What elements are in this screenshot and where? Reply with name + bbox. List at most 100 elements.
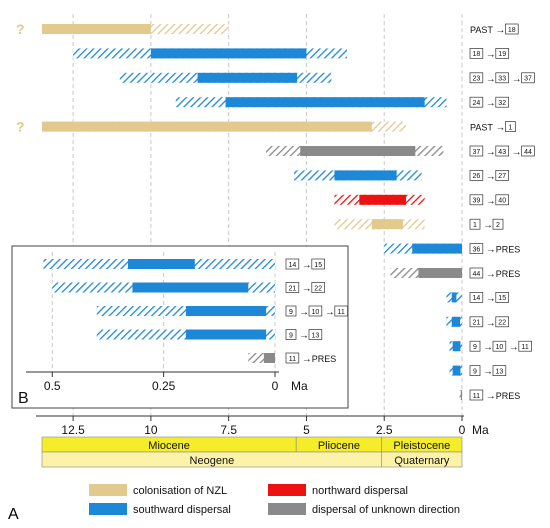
bar-range-estimate	[42, 121, 372, 132]
x-tick-label: 0	[459, 423, 466, 437]
legend-swatch	[268, 503, 306, 515]
past-label: PAST	[470, 25, 493, 35]
arrow-glyph: →	[302, 260, 312, 271]
inset-tick-label: 0.25	[152, 379, 176, 393]
haplotype-box	[495, 194, 509, 206]
haplotype-number: 9	[473, 344, 477, 351]
arrow-glyph: →	[509, 342, 519, 353]
inset-tick-label: 0.5	[44, 379, 61, 393]
bar-range-estimate	[418, 268, 462, 278]
main-bars: ??	[16, 21, 462, 400]
haplotype-box	[308, 329, 323, 340]
haplotype-number: 26	[473, 173, 481, 180]
arrow-glyph: →	[486, 49, 496, 60]
bar-range-estimate	[300, 146, 416, 156]
row-label: 11 → PRES	[285, 352, 336, 365]
bar-range-estimate	[132, 282, 249, 293]
haplotype-box	[495, 316, 509, 328]
bar-range-estimate	[185, 306, 267, 316]
bar-range-estimate	[225, 97, 425, 108]
haplotype-number: 40	[498, 198, 506, 205]
haplotype-number: 10	[496, 344, 504, 351]
haplotype-box	[308, 305, 323, 317]
panel-label-a: A	[8, 506, 19, 523]
x-tick-label: 10	[144, 423, 158, 437]
bar-range-estimate	[460, 390, 462, 400]
haplotype-number: 19	[498, 51, 506, 58]
arrow-glyph: →	[486, 269, 496, 280]
haplotype-number: 13	[496, 368, 504, 375]
haplotype-box	[469, 365, 481, 376]
bar-range-estimate	[371, 219, 403, 230]
haplotype-box	[285, 258, 300, 270]
uncertain-origin-question-mark: ?	[16, 119, 25, 135]
haplotype-number: 21	[473, 320, 481, 327]
haplotype-number: 22	[498, 320, 506, 327]
haplotype-number: 11	[522, 344, 529, 351]
arrow-glyph: →	[486, 98, 496, 109]
past-label: PAST	[470, 123, 493, 133]
haplotype-box	[311, 282, 325, 293]
haplotype-box	[285, 352, 300, 364]
bar-range-estimate	[452, 365, 461, 376]
haplotype-number: 32	[498, 100, 506, 107]
haplotype-number: 33	[498, 76, 506, 83]
arrow-glyph: →	[302, 284, 312, 295]
present-label: PRES	[496, 245, 521, 255]
row-label: 9 → 10 → 11	[285, 305, 348, 318]
haplotype-number: 10	[312, 309, 320, 316]
arrow-glyph: →	[486, 171, 496, 182]
haplotype-box	[469, 267, 484, 279]
era-label: Neogene	[190, 455, 235, 467]
haplotype-number: 9	[289, 332, 293, 339]
main-x-axis: 12.5 10 7.5 5 2.5 0 Ma	[36, 415, 489, 437]
inset-tick-label: 0	[272, 379, 279, 393]
haplotype-number: 18	[473, 51, 481, 58]
haplotype-box	[495, 170, 509, 181]
row-label: 44 → PRES	[469, 267, 521, 280]
bar-range-estimate	[42, 24, 151, 34]
row-label: 14 → 15	[469, 292, 509, 304]
row-label: 11 → PRES	[469, 389, 520, 402]
bar-range-estimate	[451, 316, 461, 327]
epoch-label: Miocene	[148, 440, 190, 452]
haplotype-number: 15	[498, 295, 506, 302]
haplotype-box	[311, 258, 325, 270]
haplotype-box	[469, 170, 484, 181]
legend: colonisation of NZL southward dispersal no…	[89, 484, 460, 516]
row-label: PAST → 18	[470, 23, 519, 36]
arrow-glyph: →	[299, 307, 309, 318]
bar-range-estimate	[359, 194, 406, 205]
x-tick-label: 12.5	[61, 423, 85, 437]
x-tick-label: 2.5	[376, 423, 393, 437]
legend-entry-label: colonisation of NZL	[133, 485, 227, 497]
haplotype-number: 9	[473, 368, 477, 375]
geologic-timescale: Miocene Pliocene Pleistocene Neogene Quatern…	[41, 436, 463, 468]
row-label: PAST → 1	[470, 121, 516, 134]
bar-range-uncertainty	[248, 353, 275, 363]
row-label: 39 → 40	[469, 194, 509, 207]
haplotype-box	[469, 340, 481, 352]
haplotype-number: 37	[524, 76, 532, 83]
haplotype-number: 44	[524, 149, 532, 156]
legend-entry-label: dispersal of unknown direction	[312, 504, 460, 516]
arrow-glyph: →	[483, 220, 493, 231]
present-label: PRES	[496, 269, 521, 279]
haplotype-number: 24	[473, 100, 481, 107]
haplotype-box	[492, 365, 507, 376]
haplotype-number: 11	[289, 356, 296, 363]
haplotype-box	[521, 145, 535, 157]
haplotype-number: 44	[473, 271, 481, 278]
haplotype-number: 18	[508, 27, 516, 34]
haplotype-number: 13	[312, 332, 320, 339]
inset-frame	[11, 245, 349, 409]
arrow-glyph: →	[486, 318, 496, 329]
haplotype-number: 27	[498, 173, 506, 180]
row-label: 23 → 33 → 37	[469, 72, 535, 85]
haplotype-box	[521, 72, 535, 84]
haplotype-number: 2	[496, 222, 500, 229]
bar-range-estimate	[452, 341, 461, 352]
haplotype-box	[469, 194, 484, 206]
